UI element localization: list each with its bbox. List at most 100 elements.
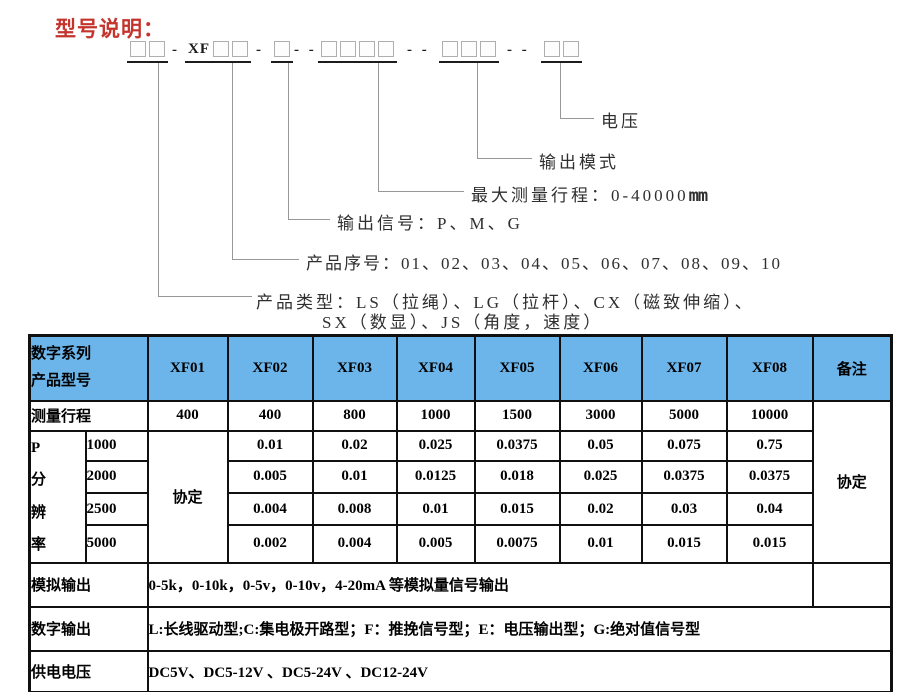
cell: 0.02 [311, 429, 398, 462]
callout-line [378, 191, 464, 192]
digital-output-row: 数字输出 L:长线驱动型;C:集电极开路型；F：推挽信号型；E：电压输出型；G:… [28, 605, 893, 652]
cell: 0.75 [725, 429, 814, 462]
travel-row: 测量行程 400 400 800 1000 1500 3000 5000 100… [28, 399, 893, 564]
model-code-group-output-signal [271, 41, 293, 63]
cell: 0.015 [725, 524, 814, 564]
cell: 0.0375 [640, 459, 728, 494]
analog-output-row: 模拟输出 0-5k，0-10k，0-5v，0-10v，4-20mA 等模拟量信号… [28, 561, 893, 608]
callout-line [560, 118, 594, 119]
code-box [213, 41, 229, 57]
callout-line [477, 63, 478, 158]
cell: 0.01 [226, 429, 314, 462]
cell: 0.004 [311, 524, 398, 564]
col-header-xf01: XF01 [146, 334, 229, 402]
code-separator: - - [507, 42, 530, 58]
callout-product-type-line1: 产品类型：LS（拉绳）、LG（拉杆）、CX（磁致伸缩）、 [256, 293, 755, 312]
travel-label: 测量行程 [28, 399, 149, 432]
cell: 0.0375 [473, 429, 561, 462]
p-char: 辨 [31, 504, 47, 521]
callout-product-type-line2: SX（数显）、JS（角度，速度） [322, 313, 604, 332]
callout-output-signal: 输出信号：P、M、G [337, 214, 523, 233]
callout-line [288, 63, 289, 219]
resolution-key: 5000 [84, 524, 149, 564]
digital-label: 数字输出 [28, 605, 149, 652]
cell: 0.025 [395, 429, 476, 462]
code-box [442, 41, 458, 57]
callout-line [288, 219, 330, 220]
callout-output-mode: 输出模式 [539, 153, 619, 172]
cell: 800 [311, 399, 398, 432]
header-series-label: 数字系列 产品型号 [28, 334, 149, 402]
cell: 0.025 [558, 459, 643, 494]
cell: 0.0125 [395, 459, 476, 494]
resolution-row-2000: 2000 0.005 0.01 0.0125 0.018 0.025 0.037… [30, 459, 892, 494]
model-code-group-series: XF [185, 41, 251, 63]
remark-agreement-cell: 协定 [811, 399, 893, 564]
code-box [378, 41, 394, 57]
xf01-agreement-cell: 协定 [146, 429, 229, 564]
callout-max-travel: 最大测量行程：0-40000mm [471, 181, 709, 206]
code-box [340, 41, 356, 57]
resolution-group-label: P 分 辨 率 [28, 429, 87, 564]
analog-label: 模拟输出 [28, 561, 149, 608]
cell: 0.015 [640, 524, 728, 564]
power-voltage-row: 供电电压 DC5V、DC5-12V 、DC5-24V 、DC12-24V [28, 649, 893, 692]
cell: 0.008 [311, 491, 398, 527]
remark-empty-cell [811, 561, 893, 608]
code-box [321, 41, 337, 57]
cell: 0.015 [473, 491, 561, 527]
col-header-xf07: XF07 [640, 334, 728, 402]
callout-product-serial: 产品序号：01、02、03、04、05、06、07、08、09、10 [306, 254, 782, 273]
code-box [149, 41, 165, 57]
col-header-remark: 备注 [811, 334, 893, 402]
header-series-line2: 产品型号 [31, 373, 92, 390]
callout-line [378, 63, 379, 191]
resolution-row-1000: P 分 辨 率 1000 协定 0.01 0.02 0.025 0.0375 0… [28, 429, 892, 564]
cell: 5000 [640, 399, 728, 432]
col-header-xf04: XF04 [395, 334, 476, 402]
callout-line [232, 63, 233, 259]
cell: 0.05 [558, 429, 643, 462]
resolution-key: 2500 [84, 491, 149, 527]
header-row: 数字系列 产品型号 XF01 XF02 XF03 XF04 XF05 XF06 … [28, 334, 893, 402]
cell: 0.0075 [473, 524, 561, 564]
cell: 0.01 [395, 491, 476, 527]
cell: 0.01 [558, 524, 643, 564]
code-separator: - - [294, 42, 317, 58]
p-char: 率 [31, 537, 47, 553]
cell: 10000 [725, 399, 814, 432]
series-prefix: XF [188, 41, 210, 57]
col-header-xf03: XF03 [311, 334, 398, 402]
cell: 0.01 [311, 459, 398, 494]
power-label: 供电电压 [28, 649, 149, 692]
cell: 0.03 [640, 491, 728, 527]
code-box [274, 41, 290, 57]
page-title: 型号说明： [55, 18, 165, 41]
analog-value: 0-5k，0-10k，0-5v，0-10v，4-20mA 等模拟量信号输出 [146, 561, 814, 608]
cell: 1000 [395, 399, 476, 432]
code-box [130, 41, 146, 57]
max-travel-unit: mm [688, 186, 709, 206]
model-code-group-output-mode [439, 41, 499, 63]
resolution-row-2500: 2500 0.004 0.008 0.01 0.015 0.02 0.03 0.… [30, 491, 892, 527]
col-header-xf06: XF06 [558, 334, 643, 402]
header-series-line1: 数字系列 [31, 346, 92, 363]
code-separator: - [172, 42, 180, 58]
power-value: DC5V、DC5-12V 、DC5-24V 、DC12-24V [146, 649, 893, 692]
cell: 400 [146, 399, 229, 432]
resolution-row-5000: 5000 0.002 0.004 0.005 0.0075 0.01 0.015… [30, 524, 892, 564]
model-code-group-product-type [127, 41, 168, 63]
digital-value: L:长线驱动型;C:集电极开路型；F：推挽信号型；E：电压输出型；G:绝对值信号… [146, 605, 893, 652]
code-separator: - [256, 42, 264, 58]
cell: 3000 [558, 399, 643, 432]
p-char: P [31, 439, 41, 456]
callout-line [232, 259, 299, 260]
cell: 0.04 [725, 491, 814, 527]
code-box [480, 41, 496, 57]
callout-line [158, 63, 159, 296]
cell: 0.005 [395, 524, 476, 564]
model-code-group-voltage [541, 41, 582, 63]
cell: 400 [226, 399, 314, 432]
callout-line [158, 296, 252, 297]
